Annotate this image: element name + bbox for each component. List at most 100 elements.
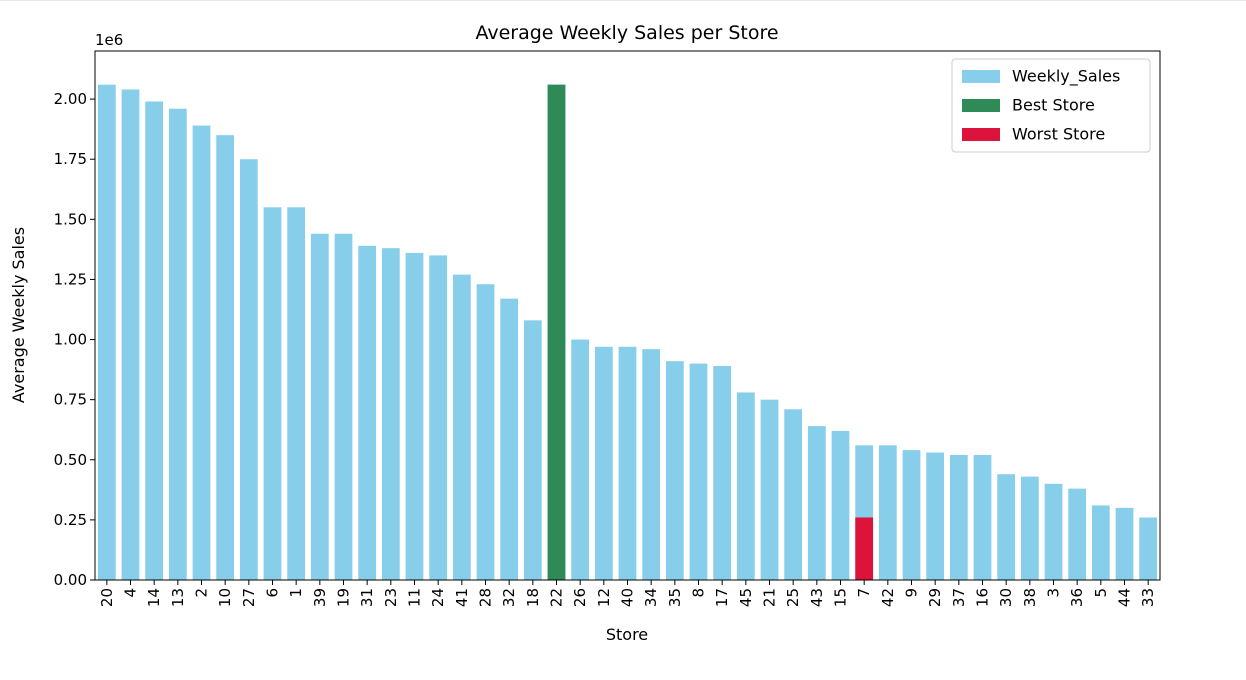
x-tick-label: 20 xyxy=(98,588,116,607)
x-tick-label: 30 xyxy=(997,588,1015,607)
y-tick-label: 1.75 xyxy=(54,150,87,168)
x-tick-label: 29 xyxy=(926,588,944,607)
legend-box xyxy=(951,58,1151,153)
bar-store-37 xyxy=(949,454,968,580)
bar-store-36 xyxy=(1068,488,1087,580)
x-tick-label: 4 xyxy=(122,588,140,598)
x-axis-ticks: 20 4 14 13 2 10 27 6 1 39 19 31 23 11 24 41 28 32 18 22 26 12… xyxy=(98,580,1157,607)
bar-store-39 xyxy=(310,233,329,580)
chart-title: Average Weekly Sales per Store xyxy=(475,22,778,44)
y-tick-label: 0.75 xyxy=(54,391,87,409)
legend-label: Weekly_Sales xyxy=(1012,67,1120,87)
legend: Weekly_Sales Best Store Worst Store xyxy=(951,58,1151,153)
bar-store-5 xyxy=(1091,505,1110,580)
y-tick-label: 0.00 xyxy=(54,571,87,589)
y-axis-multiplier: 1e6 xyxy=(95,31,123,49)
bar-store-30 xyxy=(997,474,1016,580)
y-axis-ticks: 0.00 0.25 0.50 0.75 1.00 1.25 1.50 1.75 2.00 xyxy=(54,90,95,589)
x-tick-label: 24 xyxy=(429,588,447,607)
y-tick-label: 1.50 xyxy=(54,210,87,228)
plot-frame xyxy=(94,50,1161,581)
x-tick-label: 1 xyxy=(287,588,305,598)
bar-store-16 xyxy=(973,454,992,580)
x-tick-label: 33 xyxy=(1139,588,1157,607)
bar-store-12 xyxy=(594,346,613,580)
x-tick-label: 28 xyxy=(477,588,495,607)
legend-label: Best Store xyxy=(1012,96,1095,115)
x-tick-label: 45 xyxy=(737,588,755,607)
x-tick-label: 3 xyxy=(1045,588,1063,598)
highlight-bar-best-store xyxy=(547,84,566,580)
top-divider xyxy=(0,0,1246,1)
bar-store-18 xyxy=(523,320,542,580)
bar-store-32 xyxy=(500,298,519,580)
bar-store-20 xyxy=(97,84,116,580)
bar-store-6 xyxy=(263,207,282,580)
bar-store-2 xyxy=(192,125,211,581)
bar-store-28 xyxy=(476,284,495,580)
bar-store-11 xyxy=(405,252,424,580)
x-tick-label: 44 xyxy=(1116,588,1134,607)
bar-store-24 xyxy=(429,255,448,581)
x-tick-label: 5 xyxy=(1092,588,1110,598)
bars-layer xyxy=(97,84,1158,581)
y-tick-label: 2.00 xyxy=(54,90,87,108)
x-tick-label: 23 xyxy=(382,588,400,607)
x-tick-label: 35 xyxy=(666,588,684,607)
y-tick-label: 1.00 xyxy=(54,331,87,349)
x-tick-label: 22 xyxy=(548,588,566,607)
bar-store-8 xyxy=(689,363,708,580)
bar-store-3 xyxy=(1044,483,1063,580)
bar-store-4 xyxy=(121,89,140,581)
bar-store-45 xyxy=(736,392,755,580)
x-tick-label: 18 xyxy=(524,588,542,607)
x-axis-label: Store xyxy=(606,625,648,644)
bar-store-42 xyxy=(878,445,897,580)
x-tick-label: 41 xyxy=(453,588,471,607)
x-tick-label: 39 xyxy=(311,588,329,607)
legend-label: Worst Store xyxy=(1012,125,1105,144)
x-tick-label: 14 xyxy=(145,588,163,607)
x-tick-label: 16 xyxy=(974,588,992,607)
legend-swatch xyxy=(962,70,1000,83)
x-tick-label: 21 xyxy=(761,588,779,607)
bar-store-27 xyxy=(239,159,258,581)
x-tick-label: 19 xyxy=(335,588,353,607)
bar-store-38 xyxy=(1020,476,1039,580)
bar-store-23 xyxy=(381,248,400,580)
legend-swatch xyxy=(962,99,1000,112)
y-axis-label: Average Weekly Sales xyxy=(9,227,28,403)
x-tick-label: 6 xyxy=(264,588,282,598)
x-tick-label: 17 xyxy=(713,588,731,607)
bar-store-41 xyxy=(452,274,471,580)
bar-store-43 xyxy=(807,426,826,580)
bar-store-31 xyxy=(358,245,377,580)
y-tick-label: 0.25 xyxy=(54,511,87,529)
bar-store-10 xyxy=(216,135,235,580)
x-tick-label: 10 xyxy=(216,588,234,607)
bar-store-17 xyxy=(713,365,732,580)
bar-store-25 xyxy=(784,409,803,580)
bar-store-26 xyxy=(571,339,590,580)
x-tick-label: 36 xyxy=(1068,588,1086,607)
x-tick-label: 43 xyxy=(808,588,826,607)
bar-store-40 xyxy=(618,346,637,580)
bar-store-15 xyxy=(831,430,850,580)
x-tick-label: 15 xyxy=(832,588,850,607)
x-tick-label: 12 xyxy=(595,588,613,607)
bar-store-9 xyxy=(902,450,921,580)
x-tick-label: 11 xyxy=(406,588,424,607)
y-tick-label: 1.25 xyxy=(54,270,87,288)
bar-store-13 xyxy=(168,108,187,580)
bar-store-33 xyxy=(1139,517,1158,580)
x-tick-label: 13 xyxy=(169,588,187,607)
bar-store-34 xyxy=(642,349,661,580)
bar-store-14 xyxy=(145,101,164,580)
bar-store-29 xyxy=(926,452,945,580)
x-tick-label: 31 xyxy=(358,588,376,607)
legend-swatch xyxy=(962,128,1000,141)
x-tick-label: 8 xyxy=(690,588,708,598)
bar-store-1 xyxy=(287,207,306,580)
x-tick-label: 27 xyxy=(240,588,258,607)
